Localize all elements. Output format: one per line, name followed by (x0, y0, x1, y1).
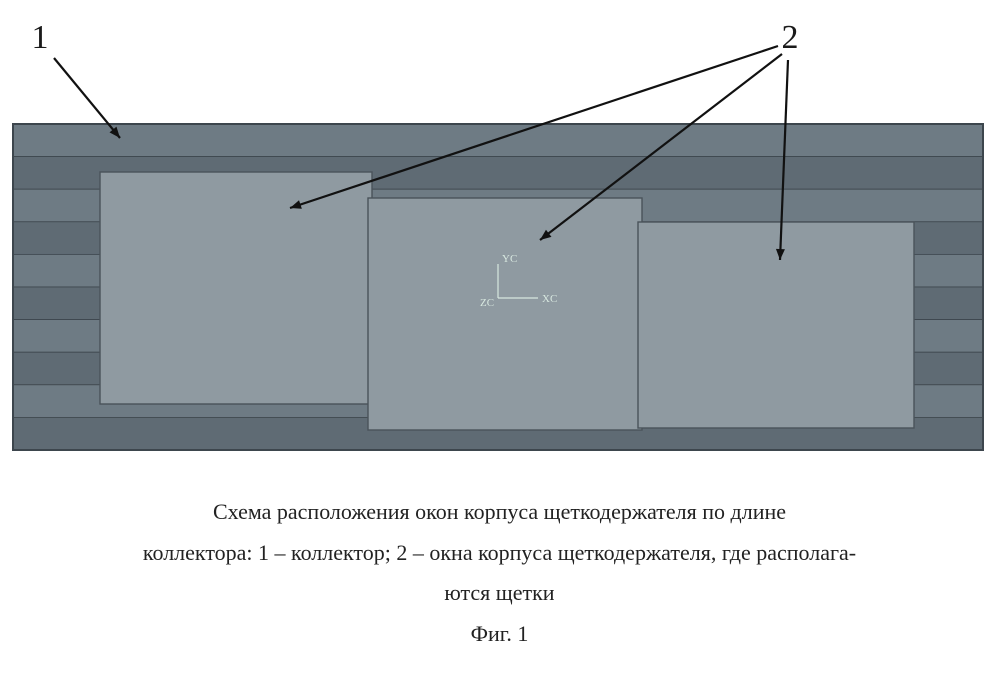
svg-text:ZC: ZC (480, 297, 494, 309)
caption-line-1: Схема расположения окон корпуса щеткодер… (213, 499, 786, 524)
caption-line-3: ются щетки (444, 580, 554, 605)
brush-holder-diagram: YCXCZC 12 (0, 0, 999, 490)
svg-text:YC: YC (502, 253, 517, 265)
callout-label-2: 2 (782, 19, 799, 56)
caption-figure-number: Фиг. 1 (471, 621, 529, 646)
caption-line-2: коллектора: 1 – коллектор; 2 – окна корп… (143, 540, 856, 565)
callout-label-1: 1 (32, 19, 49, 56)
svg-text:XC: XC (542, 293, 557, 305)
page: YCXCZC 12 Схема расположения окон корпус… (0, 0, 999, 674)
callout-labels: 12 (32, 19, 799, 56)
figure-caption: Схема расположения окон корпуса щеткодер… (0, 492, 999, 655)
